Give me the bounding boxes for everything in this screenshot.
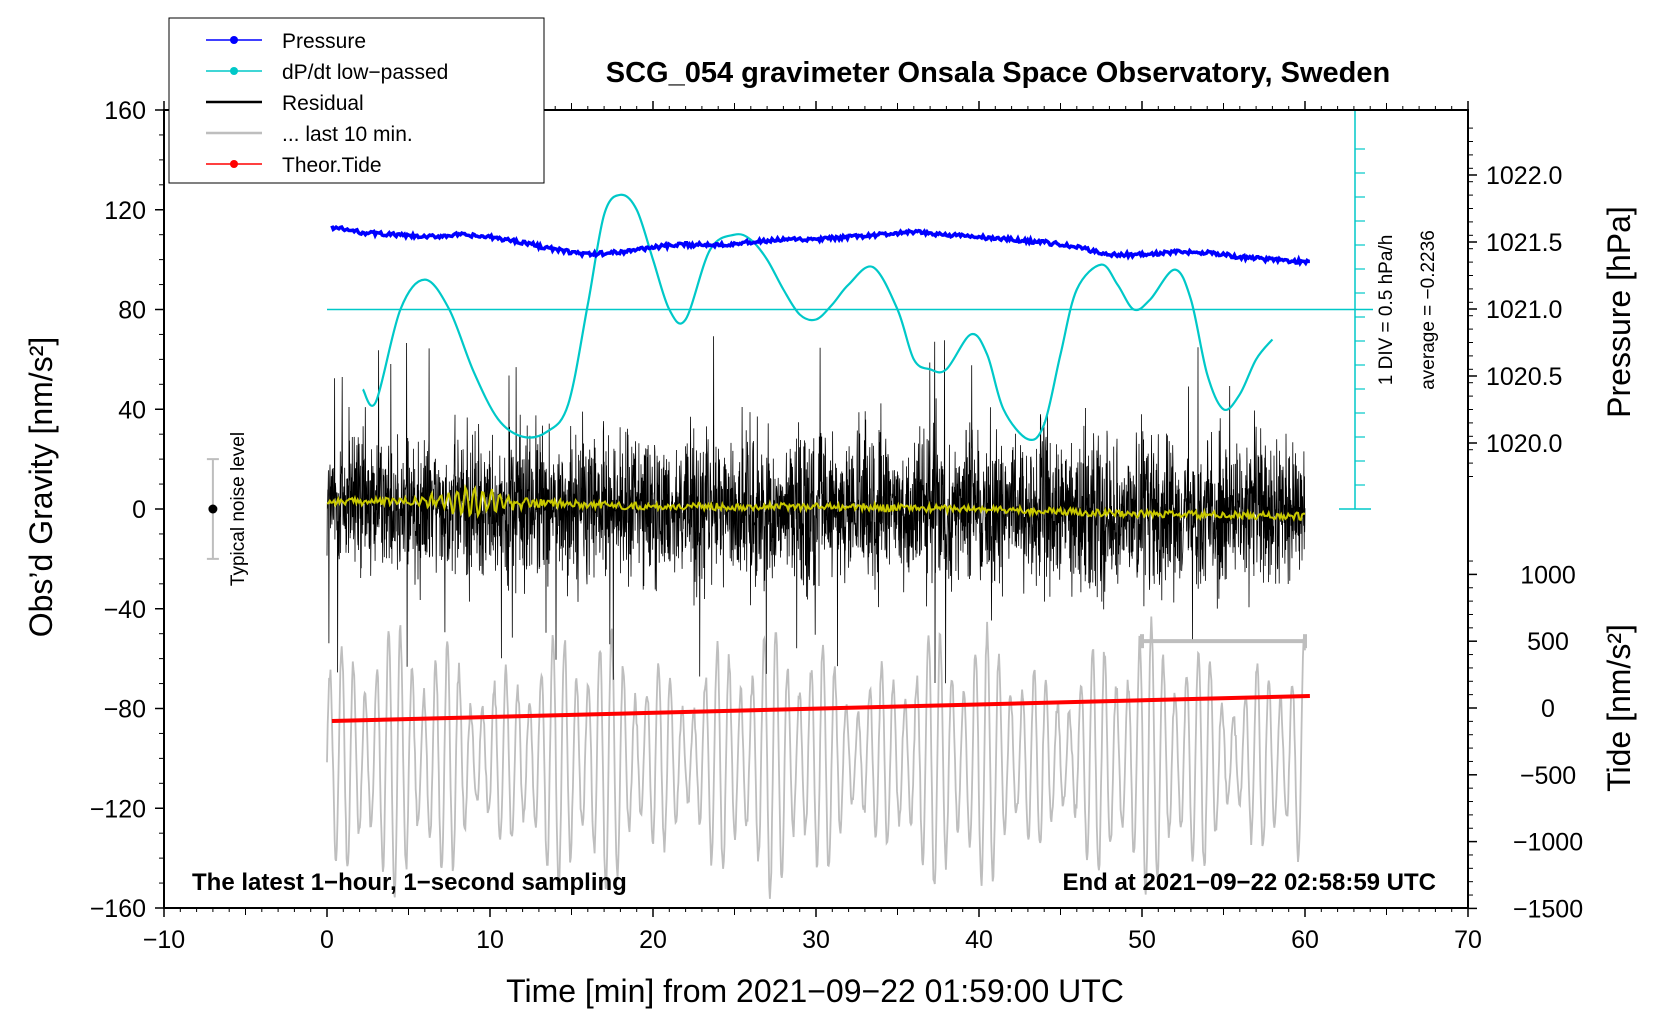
x-tick-label: 0 (320, 926, 334, 954)
footer-end-time: End at 2021−09−22 02:58:59 UTC (1062, 869, 1436, 896)
y-tick-label: 160 (104, 97, 146, 125)
x-tick-label: −10 (143, 926, 185, 954)
tide-tick-label: −500 (1520, 762, 1576, 790)
tide-tick-label: 500 (1527, 628, 1569, 656)
chart-title: SCG_054 gravimeter Onsala Space Observat… (606, 57, 1390, 89)
y-axis-label-left: Obs’d Gravity [nm/s²] (23, 337, 59, 638)
y-tick-label: 80 (118, 297, 146, 325)
tide-tick-label: −1000 (1513, 829, 1583, 857)
tide-tick-label: −1500 (1513, 895, 1583, 923)
x-tick-label: 50 (1128, 926, 1156, 954)
x-tick-label: 40 (965, 926, 993, 954)
footer-sampling-note: The latest 1−hour, 1−second sampling (192, 869, 627, 896)
pressure-tick-label: 1021.0 (1486, 296, 1562, 324)
y-tick-label: −80 (104, 696, 146, 724)
y-tick-label: 0 (132, 496, 146, 524)
legend-box (168, 17, 545, 184)
average-label: average = −0.2236 (1418, 230, 1439, 390)
noise-level-label: Typical noise level (228, 432, 249, 586)
legend-label: ... last 10 min. (282, 123, 413, 146)
tide-tick-label: 0 (1541, 695, 1555, 723)
pressure-tick-label: 1020.5 (1486, 363, 1562, 391)
x-tick-label: 30 (802, 926, 830, 954)
dpdt-scale-label: 1 DIV = 0.5 hPa/h (1376, 235, 1397, 386)
last-10-min-series-line (326, 616, 1306, 899)
pressure-tick-label: 1020.0 (1486, 430, 1562, 458)
x-axis-label: Time [min] from 2021−09−22 01:59:00 UTC (506, 973, 1124, 1009)
plot-series (206, 193, 1373, 899)
legend-label: dP/dt low−passed (282, 61, 448, 84)
residual-lowpass-series-line (326, 483, 1306, 523)
legend-label: Pressure (282, 30, 366, 53)
legend-swatch-marker (230, 160, 238, 168)
dpdt-series-line (361, 193, 1274, 441)
theor-tide-series-line (331, 694, 1310, 723)
x-tick-label: 70 (1454, 926, 1482, 954)
y-tick-label: 120 (104, 197, 146, 225)
noise-center-dot (208, 504, 218, 514)
legend-swatch-marker (230, 36, 238, 44)
pressure-tick-label: 1022.0 (1486, 162, 1562, 190)
legend-swatch-marker (230, 67, 238, 75)
tide-tick-label: 1000 (1520, 561, 1576, 589)
pressure-tick-label: 1021.5 (1486, 229, 1562, 257)
y-tick-label: −120 (90, 795, 146, 823)
y-tick-label: −160 (90, 895, 146, 923)
y-axis-label-pressure: Pressure [hPa] (1601, 206, 1637, 418)
residual-series-line (326, 336, 1306, 684)
pressure-series-line (330, 225, 1310, 267)
x-tick-label: 60 (1291, 926, 1319, 954)
legend: Pressure dP/dt low−passed Residual ... last… (168, 17, 545, 184)
legend-label: Theor.Tide (282, 154, 382, 177)
y-tick-label: −40 (104, 596, 146, 624)
y-axis-label-tide: Tide [nm/s²] (1601, 624, 1637, 792)
x-tick-label: 20 (639, 926, 667, 954)
y-tick-label: 40 (118, 396, 146, 424)
legend-label: Residual (282, 92, 364, 115)
x-tick-label: 10 (476, 926, 504, 954)
axes: −10 0 10 20 30 40 50 60 70 −160 −120 −80 −40 0 40 80 120… (90, 97, 1583, 954)
